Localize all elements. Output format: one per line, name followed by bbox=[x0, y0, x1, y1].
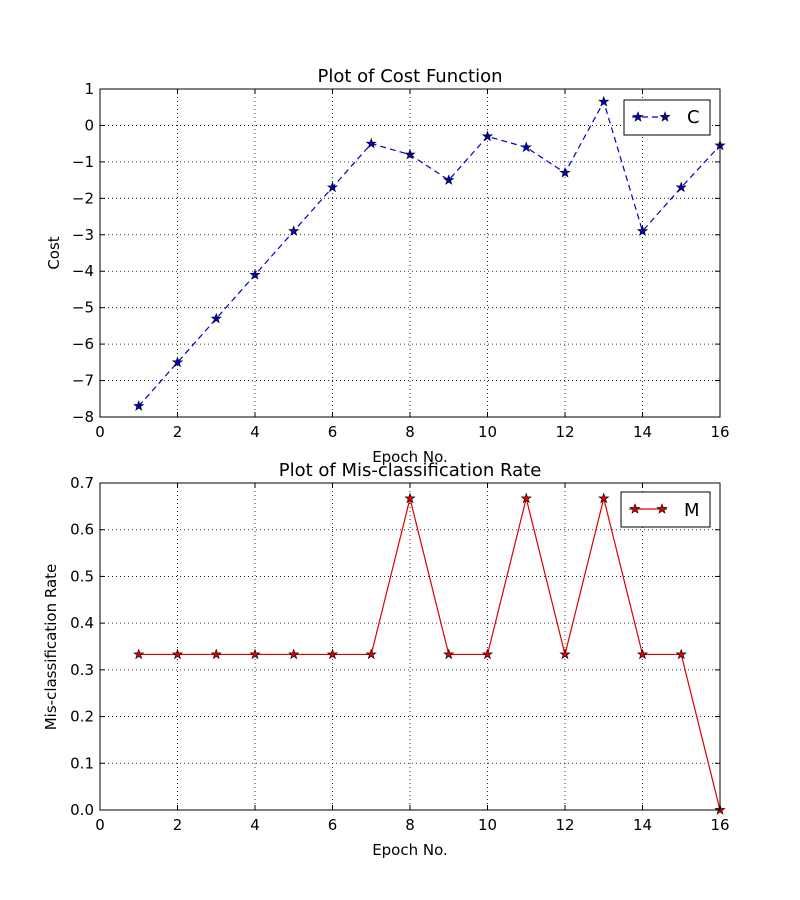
misclassification-chart-xtick-label: 6 bbox=[328, 816, 338, 834]
misclassification-chart-frame bbox=[99, 482, 721, 811]
misclassification-chart-data-point bbox=[133, 648, 145, 660]
misclassification-chart-data-point bbox=[365, 648, 377, 660]
cost-chart-ytick-label: −5 bbox=[72, 299, 94, 317]
cost-chart-ytick-label: −2 bbox=[72, 189, 94, 207]
misclassification-chart-grid bbox=[100, 483, 720, 810]
cost-chart-data-point bbox=[404, 148, 416, 160]
misclassification-chart-ytick-label: 0.1 bbox=[70, 754, 94, 772]
misclassification-chart-series-line bbox=[138, 498, 721, 811]
cost-chart-xtick-label: 8 bbox=[405, 423, 415, 441]
misclassification-chart-data-point bbox=[288, 648, 300, 660]
misclassification-chart-axes: 0 2 4 6 8 10 12 14 16 0.0 0.1 0.2 0.3 0.4 0.5 0.6 0.7 bbox=[70, 474, 729, 834]
cost-chart-xtick-label: 4 bbox=[250, 423, 260, 441]
cost-chart-ytick-label: −7 bbox=[72, 372, 94, 390]
misclassification-chart-ytick-label: 0.6 bbox=[70, 521, 94, 539]
cost-chart-data-point bbox=[249, 268, 261, 280]
misclassification-chart-ytick-label: 0.2 bbox=[70, 708, 94, 726]
misclassification-chart-ytick-label: 0.0 bbox=[70, 801, 94, 819]
misclassification-chart-xtick-label: 8 bbox=[405, 816, 415, 834]
misclassification-chart-legend-label: M bbox=[684, 500, 700, 521]
misclassification-chart-xlabel: Epoch No. bbox=[372, 841, 448, 859]
misclassification-chart-title: Plot of Mis-classification Rate bbox=[279, 460, 542, 481]
cost-chart-xtick-label: 10 bbox=[478, 423, 497, 441]
cost-chart-data-point bbox=[171, 356, 184, 368]
cost-chart-xtick-label: 2 bbox=[173, 423, 183, 441]
misclassification-chart-ytick-label: 0.5 bbox=[70, 567, 94, 585]
misclassification-chart-ytick-label: 0.4 bbox=[70, 614, 94, 632]
cost-chart-title: Plot of Cost Function bbox=[317, 66, 502, 87]
misclassification-chart-ylabel: Mis-classification Rate bbox=[42, 564, 60, 731]
misclassification-chart-xtick-label: 16 bbox=[710, 816, 729, 834]
cost-chart: Plot of Cost Function 0 2 4 6 8 10 12 14 16−8−7−… bbox=[45, 66, 730, 466]
misclassification-chart-legend: M bbox=[620, 491, 711, 528]
cost-chart-xtick-label: 16 bbox=[710, 423, 729, 441]
cost-chart-data-point bbox=[288, 225, 300, 236]
cost-chart-data-point bbox=[675, 181, 687, 193]
cost-chart-ytick-label: −4 bbox=[72, 262, 94, 280]
cost-chart-grid bbox=[100, 89, 720, 417]
misclassification-chart-data-point bbox=[443, 648, 455, 660]
cost-chart-ytick-label: −8 bbox=[72, 408, 94, 426]
cost-chart-data-point bbox=[365, 137, 377, 149]
misclassification-chart-legend-marker bbox=[629, 503, 641, 514]
cost-chart-legend-marker bbox=[632, 111, 644, 122]
cost-chart-frame bbox=[99, 88, 721, 418]
misclassification-chart-xtick-label: 0 bbox=[95, 816, 105, 834]
misclassification-chart-xtick-label: 12 bbox=[555, 816, 574, 834]
misclassification-chart-xtick-label: 2 bbox=[173, 816, 183, 834]
misclassification-chart-data-point bbox=[520, 492, 532, 504]
cost-chart-legend-marker bbox=[659, 111, 671, 122]
cost-chart-xlabel: Epoch No. bbox=[372, 448, 448, 466]
cost-chart-data-point bbox=[326, 181, 339, 193]
cost-chart-data-point bbox=[210, 312, 222, 324]
cost-chart-ytick-label: −3 bbox=[72, 226, 94, 244]
misclassification-chart-data-point bbox=[326, 648, 339, 660]
misclassification-chart-data-point bbox=[675, 648, 687, 660]
cost-chart-data-point bbox=[520, 141, 532, 153]
misclassification-chart-xtick-label: 14 bbox=[633, 816, 652, 834]
misclassification-chart-data-point bbox=[171, 648, 184, 660]
cost-chart-data-point bbox=[559, 166, 571, 178]
cost-chart-xtick-label: 12 bbox=[555, 423, 574, 441]
misclassification-chart: Plot of Mis-classification Rate 0 2 4 6 8 10 1… bbox=[42, 460, 730, 859]
misclassification-chart-ytick-label: 0.3 bbox=[70, 661, 94, 679]
cost-chart-ytick-label: −6 bbox=[72, 335, 94, 353]
cost-chart-series-line bbox=[138, 100, 721, 407]
cost-chart-xtick-label: 0 bbox=[95, 423, 105, 441]
cost-chart-axes: 0 2 4 6 8 10 12 14 16 −8 −7 −6 −5 −4 −3 −2 −1 0 1 bbox=[72, 80, 730, 441]
misclassification-chart-ytick-label: 0.7 bbox=[70, 474, 94, 492]
cost-chart-ytick-label: 0 bbox=[84, 116, 94, 134]
cost-chart-xtick-label: 14 bbox=[633, 423, 652, 441]
cost-chart-xtick-label: 6 bbox=[328, 423, 338, 441]
misclassification-chart-data-point bbox=[404, 492, 416, 504]
cost-chart-data-point bbox=[133, 400, 145, 411]
cost-chart-ytick-label: −1 bbox=[72, 153, 94, 171]
cost-chart-legend-label: C bbox=[687, 107, 700, 128]
cost-chart-data-point bbox=[443, 174, 455, 185]
misclassification-chart-data-point bbox=[249, 648, 261, 660]
misclassification-chart-plot-area bbox=[133, 492, 726, 815]
cost-chart-data-point bbox=[481, 130, 494, 142]
cost-chart-data-point bbox=[636, 225, 649, 236]
misclassification-chart-data-point bbox=[210, 648, 222, 660]
misclassification-chart-data-point bbox=[559, 648, 571, 660]
cost-chart-ytick-label: 1 bbox=[84, 80, 94, 98]
misclassification-chart-data-point bbox=[598, 492, 610, 504]
misclassification-chart-xtick-label: 10 bbox=[478, 816, 497, 834]
misclassification-chart-xtick-label: 4 bbox=[250, 816, 260, 834]
cost-chart-legend: C bbox=[623, 99, 711, 136]
misclassification-chart-data-point bbox=[481, 648, 494, 660]
cost-chart-ylabel: Cost bbox=[45, 236, 63, 269]
misclassification-chart-legend-marker bbox=[656, 503, 668, 514]
misclassification-chart-data-point bbox=[636, 648, 649, 660]
cost-chart-plot-area bbox=[133, 95, 726, 411]
cost-chart-data-point bbox=[598, 95, 610, 107]
